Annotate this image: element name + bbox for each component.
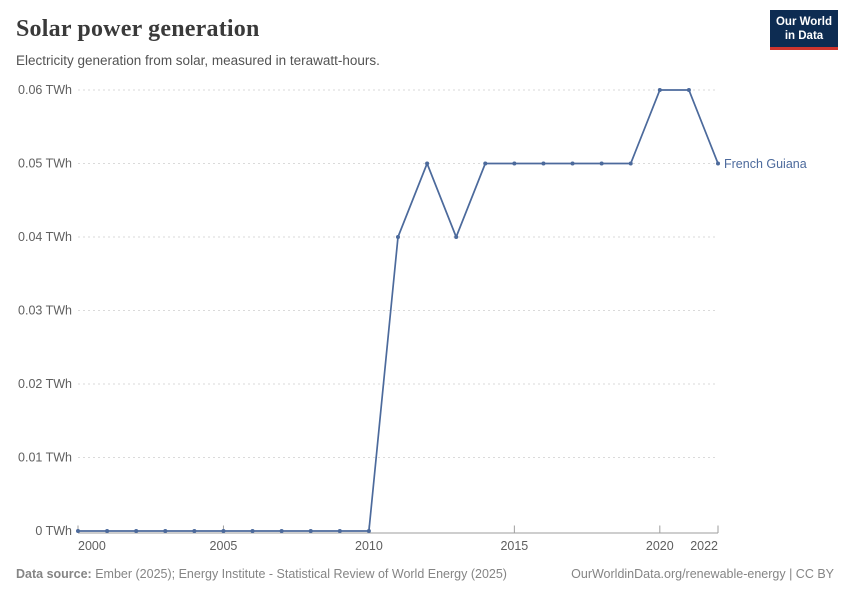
x-axis-tick-label: 2010 — [355, 539, 383, 553]
data-point-marker[interactable] — [308, 529, 313, 533]
chart-footer: Data source: Ember (2025); Energy Instit… — [16, 567, 834, 581]
y-axis-tick-label: 0 TWh — [35, 524, 72, 538]
x-axis-tick-label: 2015 — [500, 539, 528, 553]
data-point-marker[interactable] — [337, 529, 342, 533]
y-axis-tick-label: 0.01 TWh — [18, 451, 72, 465]
data-point-marker[interactable] — [76, 529, 80, 533]
data-point-marker[interactable] — [279, 529, 284, 533]
data-source-note: Data source: Ember (2025); Energy Instit… — [16, 567, 507, 581]
data-point-marker[interactable] — [366, 529, 371, 533]
data-point-marker[interactable] — [686, 88, 691, 92]
y-axis-tick-label: 0.05 TWh — [18, 157, 72, 171]
owid-logo-line1: Our World — [775, 16, 832, 28]
data-point-marker[interactable] — [454, 235, 459, 239]
data-point-marker[interactable] — [599, 161, 604, 166]
y-axis-tick-label: 0.02 TWh — [18, 377, 72, 391]
y-axis-tick-label: 0.06 TWh — [18, 83, 72, 97]
data-point-marker[interactable] — [192, 529, 197, 533]
x-axis-tick-label: 2000 — [78, 539, 106, 553]
page-title: Solar power generation — [16, 16, 260, 42]
x-axis-tick-label: 2020 — [646, 539, 674, 553]
data-point-marker[interactable] — [657, 88, 662, 92]
data-source-label: Data source: — [16, 567, 92, 581]
data-point-marker[interactable] — [105, 529, 110, 533]
data-point-marker[interactable] — [570, 161, 575, 166]
data-point-marker[interactable] — [483, 161, 488, 166]
x-axis-tick-label: 2005 — [210, 539, 238, 553]
data-source-text: Ember (2025); Energy Institute - Statist… — [95, 567, 507, 581]
owid-logo[interactable]: Our World in Data — [770, 10, 838, 50]
data-point-marker[interactable] — [250, 529, 255, 533]
data-point-marker[interactable] — [512, 161, 517, 166]
license-link[interactable]: OurWorldinData.org/renewable-energy | CC… — [571, 567, 834, 581]
data-point-marker[interactable] — [541, 161, 546, 166]
owid-logo-line2: in Data — [784, 30, 824, 42]
data-point-marker[interactable] — [628, 161, 633, 166]
data-point-marker[interactable] — [134, 529, 139, 533]
y-axis-tick-label: 0.03 TWh — [18, 304, 72, 318]
data-point-marker[interactable] — [396, 235, 400, 239]
data-point-marker[interactable] — [425, 161, 430, 166]
data-point-marker[interactable] — [221, 529, 226, 533]
x-axis-tick-label: 2022 — [690, 539, 718, 553]
entity-label: French Guiana — [724, 157, 807, 171]
data-point-marker[interactable] — [163, 529, 168, 533]
chart-subtitle: Electricity generation from solar, measu… — [16, 53, 380, 68]
data-point-marker[interactable] — [716, 161, 720, 166]
y-axis-tick-label: 0.04 TWh — [18, 230, 72, 244]
